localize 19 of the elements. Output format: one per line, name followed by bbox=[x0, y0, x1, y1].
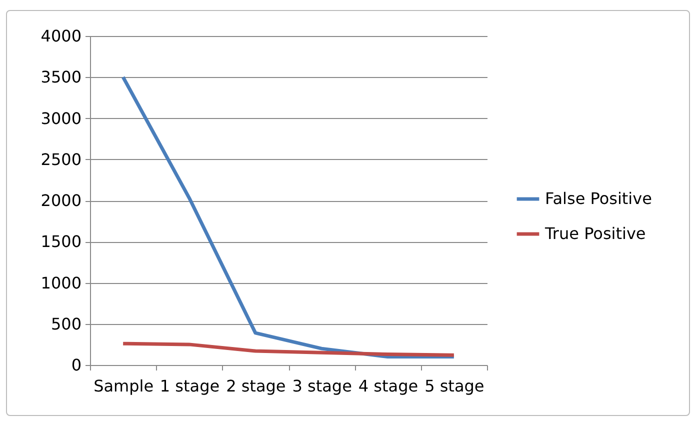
y-tick-label: 1500 bbox=[40, 232, 82, 252]
y-tick-label: 4000 bbox=[40, 26, 82, 46]
y-tick-label: 0 bbox=[71, 356, 82, 374]
y-tick-label: 1000 bbox=[40, 273, 82, 292]
x-tick-label: 5 stage bbox=[424, 376, 484, 396]
line-series bbox=[121, 342, 456, 357]
y-tick-label: 3000 bbox=[40, 108, 82, 128]
legend-label: True Positive bbox=[544, 224, 646, 243]
x-tick-label: 4 stage bbox=[358, 376, 418, 396]
legend-label: False Positive bbox=[545, 189, 652, 208]
y-tick-label: 500 bbox=[50, 314, 82, 334]
x-tick-label: 1 stage bbox=[160, 376, 220, 396]
x-tick-label: Sample bbox=[94, 376, 154, 396]
y-tick-label: 3500 bbox=[40, 68, 82, 87]
x-tick-label: 2 stage bbox=[226, 376, 286, 396]
line-series bbox=[121, 75, 456, 359]
y-tick-label: 2000 bbox=[40, 191, 82, 210]
y-tick-label: 2500 bbox=[40, 150, 82, 169]
x-tick-label: 3 stage bbox=[292, 376, 352, 396]
